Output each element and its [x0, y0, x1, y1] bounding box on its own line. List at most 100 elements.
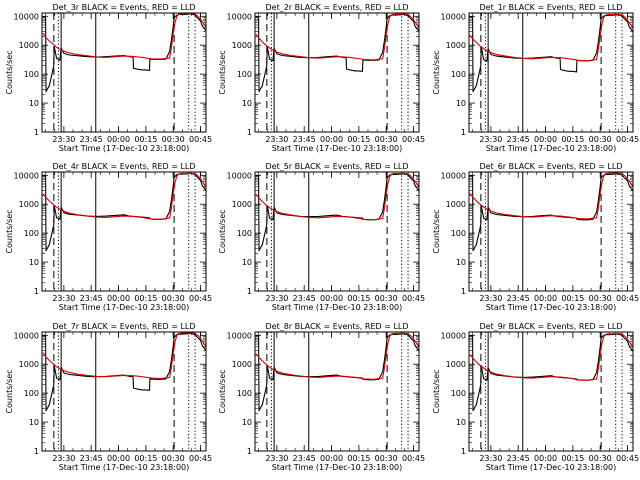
- panel-title: Det_9r BLACK = Events, RED = LLD: [479, 322, 622, 331]
- x-tick-label: 00:30: [375, 294, 398, 303]
- panel: 1 10 100 1000 10000 23:30 23:45 00:00 00:15 00:30…: [218, 3, 425, 153]
- y-axis-label: Counts/sec: [432, 209, 441, 253]
- y-tick-label: 10: [456, 418, 466, 427]
- y-tick-label: 100: [237, 389, 252, 398]
- events-series-line: [42, 13, 206, 93]
- plot-frame: [468, 171, 634, 292]
- y-tick-label: 100: [451, 229, 466, 238]
- y-tick-label: 10000: [14, 12, 39, 21]
- x-tick-label: 00:15: [561, 454, 584, 463]
- x-tick-label: 00:45: [189, 454, 212, 463]
- x-tick-label: 23:30: [479, 135, 502, 144]
- x-tick-label: 00:15: [347, 454, 370, 463]
- plot-frame: [41, 331, 207, 452]
- x-tick-label: 23:30: [265, 135, 288, 144]
- lld-series-line: [42, 13, 206, 60]
- x-tick-label: 00:45: [402, 135, 425, 144]
- x-tick-label: 23:45: [507, 294, 530, 303]
- events-series-line: [42, 332, 206, 412]
- y-axis-label: Counts/sec: [5, 369, 14, 413]
- events-series-line: [469, 14, 633, 93]
- x-tick-label: 00:30: [162, 454, 185, 463]
- y-axis-label: Counts/sec: [218, 50, 227, 94]
- y-tick-label: 1: [34, 128, 39, 137]
- series-group: [42, 13, 206, 93]
- series-group: [469, 13, 633, 93]
- x-tick-label: 23:45: [507, 135, 530, 144]
- y-tick-label: 1000: [19, 200, 39, 209]
- lld-series-line: [469, 172, 633, 220]
- x-tick-label: 23:30: [265, 294, 288, 303]
- x-tick-label: 23:45: [293, 294, 316, 303]
- plot-frame: [41, 12, 207, 133]
- x-tick-label: 00:00: [107, 135, 130, 144]
- y-tick-label: 100: [237, 70, 252, 79]
- y-tick-label: 1000: [19, 360, 39, 369]
- x-tick-label: 00:30: [589, 135, 612, 144]
- y-tick-label: 1000: [446, 200, 466, 209]
- x-tick-label: 00:45: [616, 454, 639, 463]
- lld-series-line: [42, 332, 206, 380]
- panel: 1 10 100 1000 10000 23:30 23:45 00:00 00:15 00:30…: [432, 322, 639, 472]
- lld-series-line: [42, 172, 206, 220]
- x-tick-label: 23:30: [479, 454, 502, 463]
- x-tick-label: 00:00: [320, 454, 343, 463]
- lld-series-line: [255, 332, 419, 380]
- x-tick-label: 23:30: [265, 454, 288, 463]
- y-tick-label: 10000: [14, 331, 39, 340]
- x-tick-label: 00:45: [616, 294, 639, 303]
- x-tick-label: 00:15: [134, 135, 157, 144]
- x-tick-label: 00:00: [534, 294, 557, 303]
- panel-title: Det_7r BLACK = Events, RED = LLD: [52, 322, 195, 331]
- y-tick-label: 1: [247, 287, 252, 296]
- series-group: [42, 172, 206, 252]
- x-axis-label: Start Time (17-Dec-10 23:18:00): [272, 463, 403, 472]
- plot-frame: [254, 12, 420, 133]
- y-tick-label: 100: [237, 229, 252, 238]
- x-tick-label: 23:45: [80, 135, 103, 144]
- y-tick-label: 1000: [232, 360, 252, 369]
- x-tick-label: 00:30: [162, 135, 185, 144]
- panel-title: Det_4r BLACK = Events, RED = LLD: [52, 162, 195, 171]
- plot-frame: [41, 171, 207, 292]
- y-tick-label: 1: [247, 128, 252, 137]
- lld-series-line: [469, 13, 633, 62]
- events-series-line: [469, 333, 633, 412]
- x-tick-label: 00:00: [534, 135, 557, 144]
- x-axis-label: Start Time (17-Dec-10 23:18:00): [272, 303, 403, 312]
- panel: 1 10 100 1000 10000 23:30 23:45 00:00 00:15 00:30…: [432, 3, 639, 153]
- x-tick-label: 00:00: [320, 135, 343, 144]
- panel-title: Det_2r BLACK = Events, RED = LLD: [265, 3, 408, 12]
- x-tick-label: 23:30: [52, 294, 75, 303]
- y-tick-label: 1000: [232, 200, 252, 209]
- plot-frame: [254, 171, 420, 292]
- panel: 1 10 100 1000 10000 23:30 23:45 00:00 00:15 00:30…: [5, 3, 212, 153]
- x-tick-label: 00:00: [534, 454, 557, 463]
- x-tick-label: 00:45: [189, 135, 212, 144]
- x-tick-label: 00:15: [134, 294, 157, 303]
- series-group: [255, 332, 419, 412]
- y-tick-label: 10000: [227, 331, 252, 340]
- x-axis-label: Start Time (17-Dec-10 23:18:00): [59, 144, 190, 153]
- y-axis-label: Counts/sec: [5, 209, 14, 253]
- x-tick-label: 00:00: [107, 454, 130, 463]
- x-axis-label: Start Time (17-Dec-10 23:18:00): [59, 303, 190, 312]
- plot-frame: [254, 331, 420, 452]
- y-tick-label: 1: [34, 447, 39, 456]
- x-axis-label: Start Time (17-Dec-10 23:18:00): [486, 463, 617, 472]
- y-axis-label: Counts/sec: [218, 369, 227, 413]
- y-tick-label: 10: [456, 99, 466, 108]
- series-group: [255, 172, 419, 252]
- y-axis-label: Counts/sec: [432, 369, 441, 413]
- y-tick-label: 10: [242, 99, 252, 108]
- x-tick-label: 23:30: [52, 135, 75, 144]
- x-tick-label: 23:45: [293, 135, 316, 144]
- plot-frame: [468, 331, 634, 452]
- series-group: [469, 333, 633, 412]
- x-tick-label: 00:15: [561, 294, 584, 303]
- y-tick-label: 10000: [227, 171, 252, 180]
- x-tick-label: 00:45: [189, 294, 212, 303]
- panel-title: Det_3r BLACK = Events, RED = LLD: [52, 3, 195, 12]
- y-tick-label: 1000: [446, 41, 466, 50]
